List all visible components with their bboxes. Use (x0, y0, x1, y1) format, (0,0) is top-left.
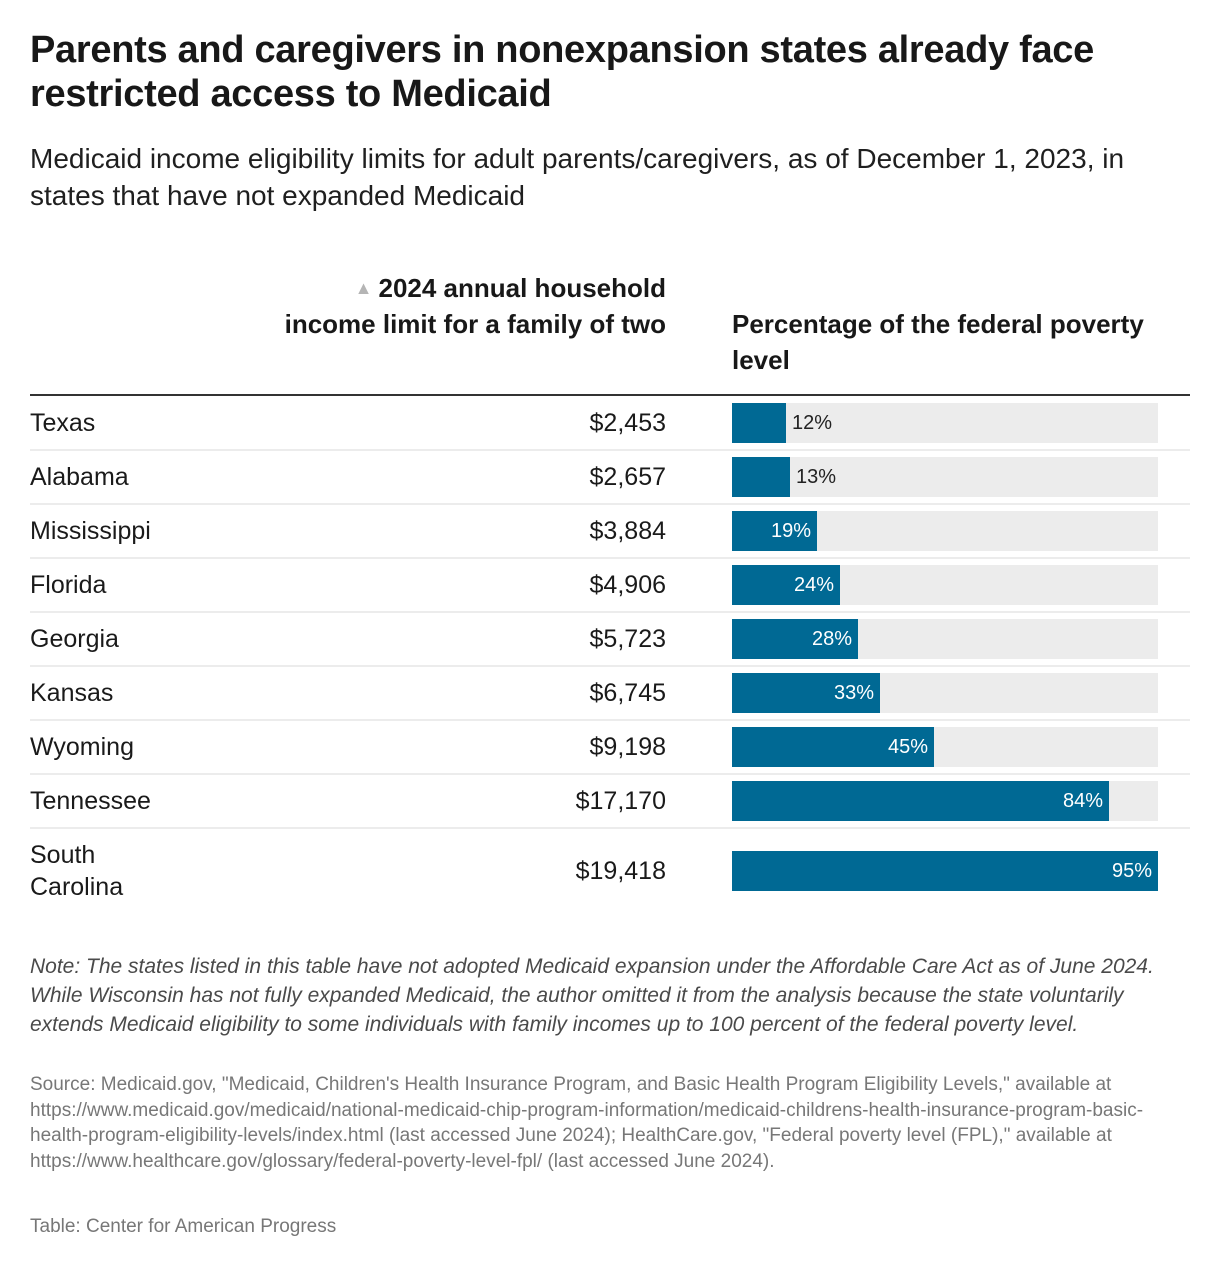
fpl-value-label: 45% (887, 736, 928, 758)
bar-track: 24% (732, 565, 1158, 605)
state-name: South Carolina (30, 841, 124, 901)
income-limit: $3,884 (589, 517, 666, 545)
fpl-bar (732, 565, 840, 605)
bar-track: 95% (732, 851, 1158, 891)
sort-ascending-icon: ▲ (354, 278, 373, 298)
state-name: Mississippi (30, 517, 151, 545)
column-header-income-label: 2024 annual household income limit for a… (284, 273, 666, 339)
fpl-bar (732, 619, 858, 659)
income-limit: $17,170 (575, 787, 666, 815)
table-row: Georgia $5,723 28% (30, 613, 1190, 667)
income-limit: $19,418 (575, 857, 666, 885)
bar-track: 84% (732, 781, 1158, 821)
income-limit: $6,745 (589, 679, 666, 707)
fpl-value-label: 28% (811, 628, 852, 650)
state-name: Kansas (30, 679, 114, 707)
fpl-bar (732, 403, 786, 443)
fpl-value-label: 12% (792, 412, 833, 434)
income-limit: $2,453 (589, 409, 666, 437)
state-name: Alabama (30, 463, 129, 491)
fpl-value-label: 84% (1062, 790, 1103, 812)
income-limit: $5,723 (589, 625, 666, 653)
table-row: Wyoming $9,198 45% (30, 721, 1190, 775)
bar-track: 45% (732, 727, 1158, 767)
fpl-bar (732, 673, 880, 713)
fpl-value-label: 19% (770, 520, 811, 542)
credit-text: Table: Center for American Progress (30, 1216, 337, 1237)
state-name: Tennessee (30, 787, 151, 815)
fpl-bar (732, 781, 1109, 821)
state-name: Texas (30, 409, 96, 437)
income-limit: $9,198 (589, 733, 666, 761)
column-header-fpl[interactable]: Percentage of the federal poverty level (732, 309, 1144, 375)
table-row: Texas $2,453 12% (30, 397, 1190, 451)
bar-track: 33% (732, 673, 1158, 713)
fpl-bar (732, 727, 934, 767)
income-limit: $4,906 (589, 571, 666, 599)
state-name: Georgia (30, 625, 119, 653)
fpl-value-label: 95% (1111, 860, 1152, 882)
column-header-income[interactable]: ▲ 2024 annual household income limit for … (280, 270, 666, 342)
table-row: South Carolina $19,418 95% (30, 829, 1190, 913)
state-name: Florida (30, 571, 107, 599)
header-rule (30, 394, 1190, 396)
chart-subtitle: Medicaid income eligibility limits for a… (30, 143, 1125, 211)
table-row: Florida $4,906 24% (30, 559, 1190, 613)
table-row: Kansas $6,745 33% (30, 667, 1190, 721)
fpl-value-label: 33% (833, 682, 874, 704)
table-row: Mississippi $3,884 19% (30, 505, 1190, 559)
state-name: Wyoming (30, 733, 134, 761)
fpl-bar (732, 851, 1158, 891)
bar-track: 12% (732, 403, 1158, 443)
table-row: Alabama $2,657 13% (30, 451, 1190, 505)
bar-track: 19% (732, 511, 1158, 551)
source-text: Source: Medicaid.gov, "Medicaid, Childre… (30, 1074, 1144, 1172)
fpl-bar (732, 457, 790, 497)
bar-track: 13% (732, 457, 1158, 497)
income-limit: $2,657 (589, 463, 666, 491)
fpl-value-label: 13% (796, 466, 837, 488)
fpl-value-label: 24% (793, 574, 834, 596)
table-row: Tennessee $17,170 84% (30, 775, 1190, 829)
footnote: Note: The states listed in this table ha… (30, 955, 1154, 1036)
chart-title: Parents and caregivers in nonexpansion s… (30, 29, 1094, 115)
fpl-bar (732, 511, 817, 551)
bar-track: 28% (732, 619, 1158, 659)
